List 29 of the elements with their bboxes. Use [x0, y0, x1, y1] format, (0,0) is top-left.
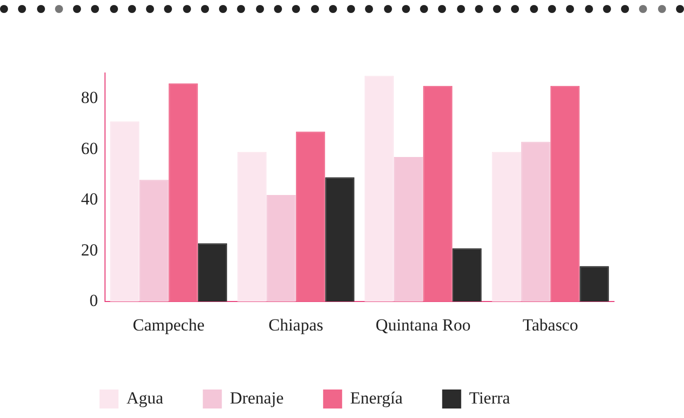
bar — [423, 86, 452, 302]
bar — [452, 248, 482, 302]
bar — [364, 76, 394, 302]
x-tick-label: Quintana Roo — [376, 315, 471, 334]
bar — [296, 132, 326, 302]
bar — [492, 152, 522, 302]
bar — [394, 156, 424, 302]
bar — [550, 86, 580, 302]
legend-label: Energía — [350, 388, 404, 408]
y-tick-label: 80 — [81, 88, 98, 108]
x-tick-label: Chiapas — [268, 315, 324, 334]
bar — [198, 243, 228, 302]
x-tick-label: Campeche — [132, 315, 204, 334]
y-tick-label: 40 — [81, 190, 98, 209]
bar — [110, 121, 140, 302]
bar — [521, 142, 550, 302]
legend-label: Agua — [126, 388, 164, 408]
y-tick-label: 60 — [81, 138, 98, 158]
legend-label: Tierra — [469, 388, 511, 408]
bar — [168, 83, 198, 302]
y-tick-label: 20 — [81, 240, 98, 260]
bar — [139, 180, 169, 302]
x-tick-label: Tabasco — [522, 315, 578, 334]
y-tick-label: 0 — [90, 291, 98, 310]
legend-label: Drenaje — [230, 388, 284, 408]
bar — [580, 266, 609, 302]
bar — [266, 195, 296, 302]
bar — [325, 177, 354, 302]
bar — [237, 152, 267, 302]
